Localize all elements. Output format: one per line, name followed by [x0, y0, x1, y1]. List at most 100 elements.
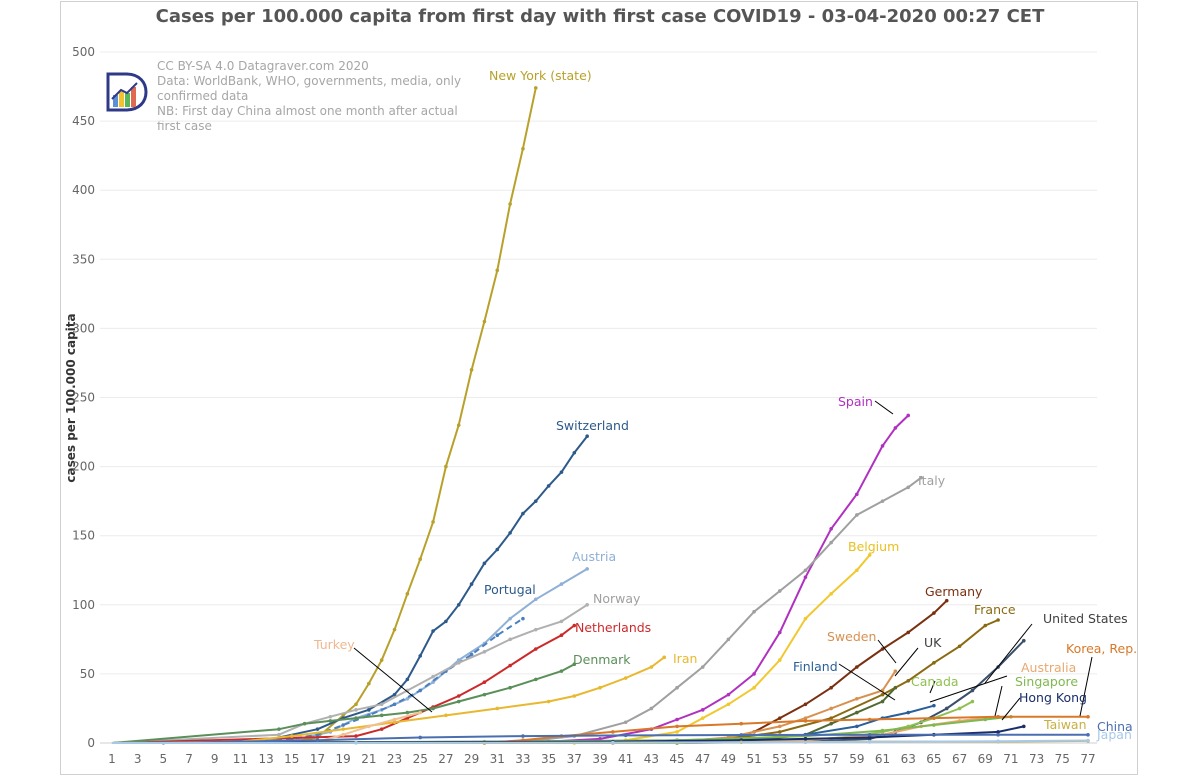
data-point	[495, 633, 500, 638]
y-tick-label: 450	[72, 114, 95, 128]
data-point	[418, 710, 423, 715]
y-tick-label: 350	[72, 252, 95, 266]
credit-source: Data: WorldBank, WHO, governments, media…	[157, 74, 462, 103]
data-point	[546, 699, 551, 704]
data-point	[855, 696, 859, 701]
data-point	[700, 716, 705, 720]
data-point	[803, 702, 808, 707]
x-tick-label: 51	[746, 752, 761, 766]
series-line	[111, 476, 922, 744]
x-tick-label: 53	[772, 752, 787, 766]
data-point	[726, 692, 731, 697]
series-label: Sweden	[827, 629, 876, 644]
data-point	[354, 708, 358, 712]
data-point	[482, 692, 487, 697]
y-tick-label: 100	[72, 598, 95, 612]
series-label: Norway	[593, 591, 641, 606]
data-point	[983, 717, 988, 722]
x-tick-label: 1	[108, 752, 116, 766]
y-tick-label: 250	[72, 391, 95, 405]
data-point	[855, 568, 859, 573]
data-point	[444, 464, 448, 469]
data-point	[777, 630, 782, 635]
data-point	[367, 724, 371, 729]
data-point	[611, 740, 615, 745]
data-point	[777, 730, 782, 734]
data-point	[508, 531, 512, 535]
data-point	[546, 484, 551, 488]
x-tick-label: 33	[515, 752, 530, 766]
series-label: New York (state)	[489, 68, 592, 83]
data-point	[880, 444, 885, 448]
datagraver-logo-icon	[106, 72, 148, 112]
data-point	[996, 733, 1000, 737]
data-point	[379, 727, 384, 731]
data-point	[508, 202, 512, 206]
data-point	[521, 146, 525, 151]
data-point	[469, 652, 474, 657]
leader-line	[894, 647, 919, 677]
data-point	[983, 623, 988, 628]
data-point	[700, 708, 705, 712]
data-point	[521, 734, 525, 738]
data-point	[803, 616, 808, 621]
data-point	[418, 688, 423, 693]
data-point	[444, 619, 448, 624]
x-tick-label: 55	[798, 752, 813, 766]
x-tick-label: 45	[669, 752, 684, 766]
series-line	[111, 725, 1025, 744]
data-point	[456, 603, 461, 607]
data-point	[431, 706, 435, 711]
data-point	[572, 662, 577, 667]
data-point	[482, 319, 487, 324]
data-point	[585, 603, 589, 607]
series-label: Denmark	[573, 652, 631, 667]
data-point	[418, 557, 423, 561]
data-point	[829, 706, 833, 711]
data-point	[341, 732, 345, 737]
data-point	[829, 591, 833, 596]
data-point	[495, 706, 500, 711]
x-tick-label: 19	[336, 752, 351, 766]
data-point	[559, 619, 564, 624]
data-point	[880, 699, 885, 704]
data-point	[752, 672, 756, 676]
y-tick-label: 500	[72, 45, 95, 59]
data-point	[906, 630, 911, 635]
data-point	[623, 720, 628, 725]
x-tick-label: 67	[952, 752, 967, 766]
data-point	[662, 655, 667, 660]
series-label: Turkey	[313, 637, 355, 652]
data-point	[456, 694, 461, 698]
data-point	[354, 734, 358, 738]
x-tick-label: 17	[310, 752, 325, 766]
y-tick-label: 0	[87, 736, 95, 750]
data-point	[675, 730, 679, 734]
series-line	[112, 715, 1088, 744]
data-point	[726, 637, 731, 642]
data-point	[919, 475, 923, 480]
data-point	[521, 616, 525, 621]
data-point	[957, 706, 962, 711]
x-tick-label: 31	[490, 752, 505, 766]
data-point	[379, 658, 384, 662]
data-point	[328, 719, 333, 723]
data-point	[559, 633, 564, 638]
data-point	[855, 665, 859, 669]
data-point	[867, 733, 872, 737]
data-point	[611, 730, 615, 734]
data-point	[354, 702, 358, 707]
x-tick-label: 13	[258, 752, 273, 766]
credit-license: CC BY-SA 4.0 Datagraver.com 2020	[157, 59, 369, 73]
data-point	[277, 732, 281, 737]
leader-line	[838, 663, 896, 701]
x-tick-label: 43	[644, 752, 659, 766]
data-point	[302, 721, 307, 726]
x-tick-label: 37	[567, 752, 582, 766]
data-point	[623, 676, 628, 680]
series-label: Singapore	[1015, 674, 1078, 689]
data-point	[418, 735, 423, 740]
data-point	[880, 647, 885, 651]
data-point	[880, 499, 885, 503]
data-point	[867, 553, 872, 557]
